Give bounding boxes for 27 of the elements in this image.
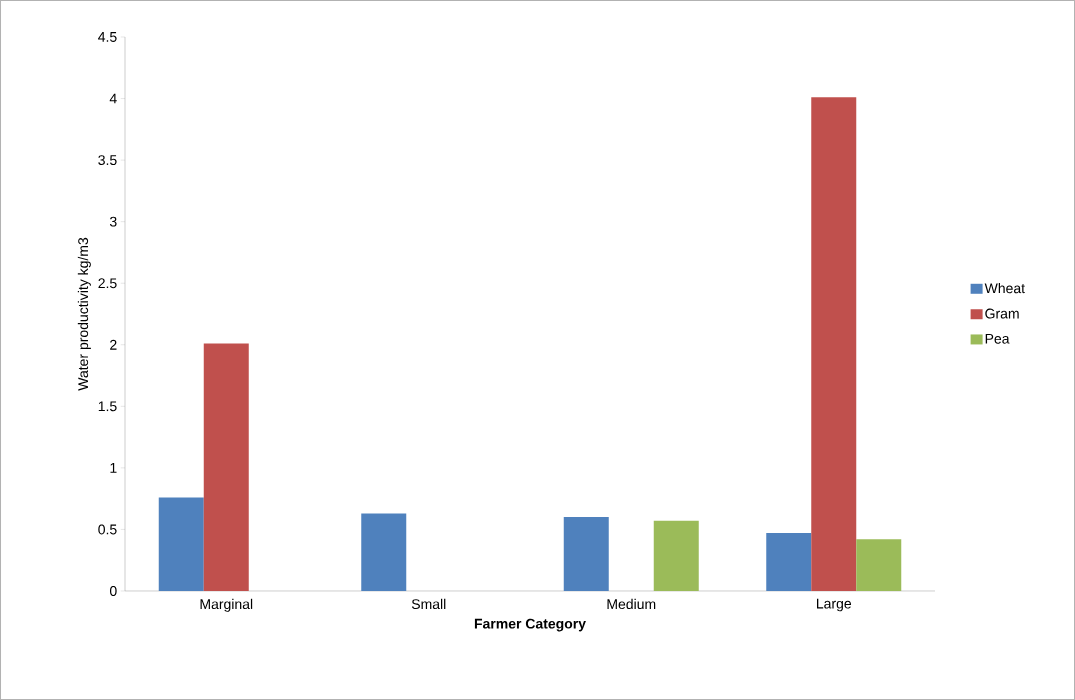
x-axis-title: Farmer Category	[474, 618, 586, 632]
bar	[203, 343, 249, 591]
y-tick-label: 0.5	[98, 524, 117, 535]
bar	[158, 497, 204, 591]
y-tick-label: 1.5	[98, 401, 117, 412]
bar	[856, 539, 902, 591]
y-axis-title: Water productivity kg/m3	[77, 237, 91, 391]
y-tick-label: 2	[110, 339, 117, 350]
bar	[361, 513, 407, 591]
bar	[563, 517, 609, 591]
y-tick-label: 0	[109, 586, 117, 596]
y-tick-label: 4	[109, 93, 117, 104]
bar	[811, 97, 857, 591]
x-tick-label: Small	[411, 598, 446, 610]
x-tick-label: Medium	[607, 598, 656, 610]
y-tick-label: 1	[110, 463, 117, 473]
bar	[653, 520, 699, 591]
y-tick-label: 3.5	[98, 155, 117, 166]
x-tick-label: Large	[817, 598, 852, 612]
bar	[766, 533, 812, 591]
x-tick-label: Marginal	[200, 598, 253, 612]
y-tick-label: 3	[109, 216, 117, 227]
y-tick-label: 4.5	[98, 32, 117, 42]
y-tick-label: 2.5	[98, 278, 117, 289]
legend-label: Gram	[985, 308, 1019, 319]
legend-label: Pea	[985, 333, 1010, 344]
legend-label: Wheat	[984, 282, 1025, 294]
